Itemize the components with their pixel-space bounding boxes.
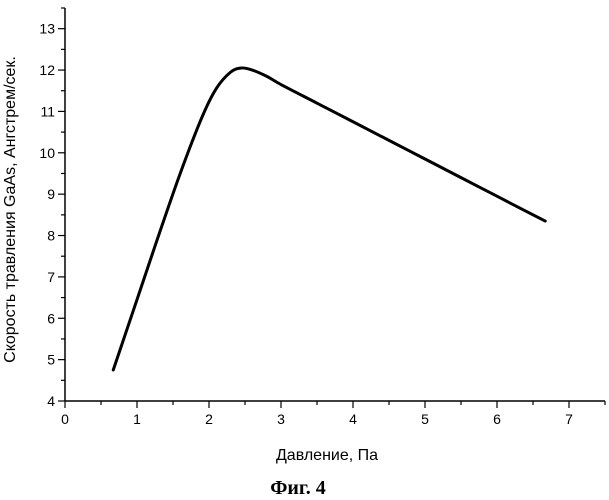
y-tick-label: 5: [47, 352, 55, 368]
y-tick-label: 9: [47, 186, 55, 202]
series-layer: [113, 68, 545, 370]
x-tick-label: 5: [421, 411, 429, 427]
y-axis-label: Скорость травления GaAs, Ангстрем/сек.: [2, 56, 19, 363]
y-tick-label: 11: [40, 103, 55, 119]
y-tick-label: 12: [39, 62, 55, 78]
figure-caption: Фиг. 4: [270, 477, 326, 499]
ticks: 0123456745678910111213: [39, 8, 605, 427]
y-tick-label: 4: [47, 393, 55, 409]
x-axis-label: Давление, Па: [276, 447, 378, 464]
x-tick-label: 7: [565, 411, 573, 427]
x-tick-label: 3: [277, 411, 285, 427]
x-tick-label: 4: [349, 411, 357, 427]
series-line: [113, 68, 545, 370]
x-tick-label: 2: [205, 411, 213, 427]
y-tick-label: 6: [47, 310, 55, 326]
y-tick-label: 8: [47, 228, 55, 244]
y-tick-label: 10: [39, 145, 55, 161]
x-tick-label: 0: [61, 411, 69, 427]
y-tick-label: 7: [47, 269, 55, 285]
y-tick-label: 13: [39, 21, 55, 37]
x-tick-label: 1: [133, 411, 141, 427]
axes: [65, 8, 605, 401]
x-tick-label: 6: [493, 411, 501, 427]
